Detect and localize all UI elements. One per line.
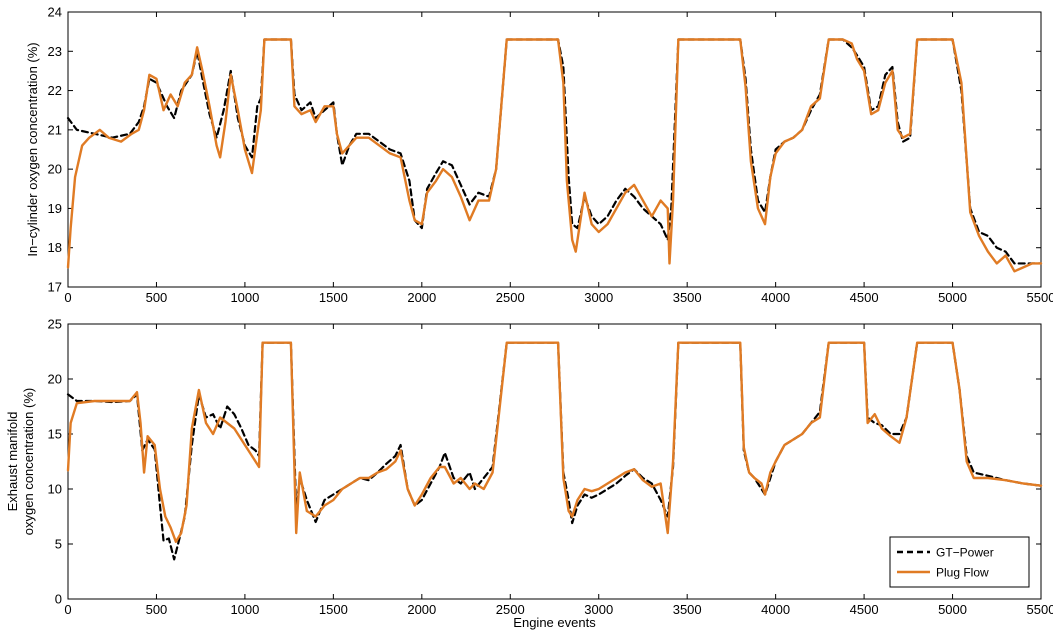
- series-line-plug-flow: [66, 341, 1043, 543]
- y-tick-label: 22: [48, 83, 62, 98]
- x-tick-label: 2000: [407, 290, 436, 305]
- top-panel: 0 500 1000 1500 2000 2500 3000 3500 4000 4500 5000…: [25, 5, 1053, 306]
- x-tick-label: 4000: [761, 290, 790, 305]
- y-tick-label: 23: [48, 44, 62, 59]
- y-tick-label: 0: [55, 592, 62, 607]
- y-tick-label: 18: [48, 240, 62, 255]
- x-tick-label: 3500: [673, 290, 702, 305]
- x-tick-label: 2500: [496, 290, 525, 305]
- x-tick-label: 4000: [761, 602, 790, 617]
- x-tick-label: 3000: [584, 290, 613, 305]
- x-tick-label: 500: [146, 602, 168, 617]
- y-axis-label-line: Exhaust manifold: [5, 412, 20, 512]
- x-tick-label: 1000: [230, 602, 259, 617]
- x-tick-label: 1000: [230, 290, 259, 305]
- x-tick-label: 4500: [850, 602, 879, 617]
- y-tick-label: 24: [48, 5, 62, 20]
- y-tick-label: 15: [48, 427, 62, 442]
- x-tick-label: 1500: [319, 290, 348, 305]
- x-tick-label: 5500: [1027, 290, 1053, 305]
- x-tick-label: 5000: [938, 290, 967, 305]
- x-tick-label: 1500: [319, 602, 348, 617]
- legend-label: GT−Power: [936, 546, 994, 560]
- y-tick-label: 17: [48, 280, 62, 295]
- x-tick-label: 0: [64, 290, 71, 305]
- plot-frame: [67, 323, 1042, 600]
- series-line-plug-flow: [66, 38, 1043, 273]
- bottom-panel: 0 500 1000 1500 2000 2500 3000 3500 4000 4500 5000…: [5, 317, 1053, 630]
- plot-frame: [67, 11, 1042, 288]
- legend: GT−Power Plug Flow: [889, 536, 1030, 588]
- x-tick-label: 3500: [673, 602, 702, 617]
- x-tick-label: 3000: [584, 602, 613, 617]
- x-tick-label: 500: [146, 290, 168, 305]
- legend-label: Plug Flow: [936, 566, 989, 580]
- y-tick-label: 21: [48, 122, 62, 137]
- x-tick-label: 5500: [1027, 602, 1053, 617]
- y-axis-label: In−cylinder oxygen concentration (%): [25, 42, 40, 256]
- y-tick-label: 19: [48, 201, 62, 216]
- x-axis-label: Engine events: [513, 615, 596, 630]
- x-tick-label: 2000: [407, 602, 436, 617]
- y-tick-label: 25: [48, 317, 62, 332]
- x-tick-label: 5000: [938, 602, 967, 617]
- y-tick-label: 10: [48, 482, 62, 497]
- x-tick-label: 2500: [496, 602, 525, 617]
- y-tick-label: 20: [48, 372, 62, 387]
- y-tick-label: 5: [55, 537, 62, 552]
- x-tick-label: 0: [64, 602, 71, 617]
- y-tick-label: 20: [48, 162, 62, 177]
- legend-box: [889, 536, 1030, 588]
- y-axis-label-line: oxygen concentration (%): [21, 388, 36, 535]
- x-tick-label: 4500: [850, 290, 879, 305]
